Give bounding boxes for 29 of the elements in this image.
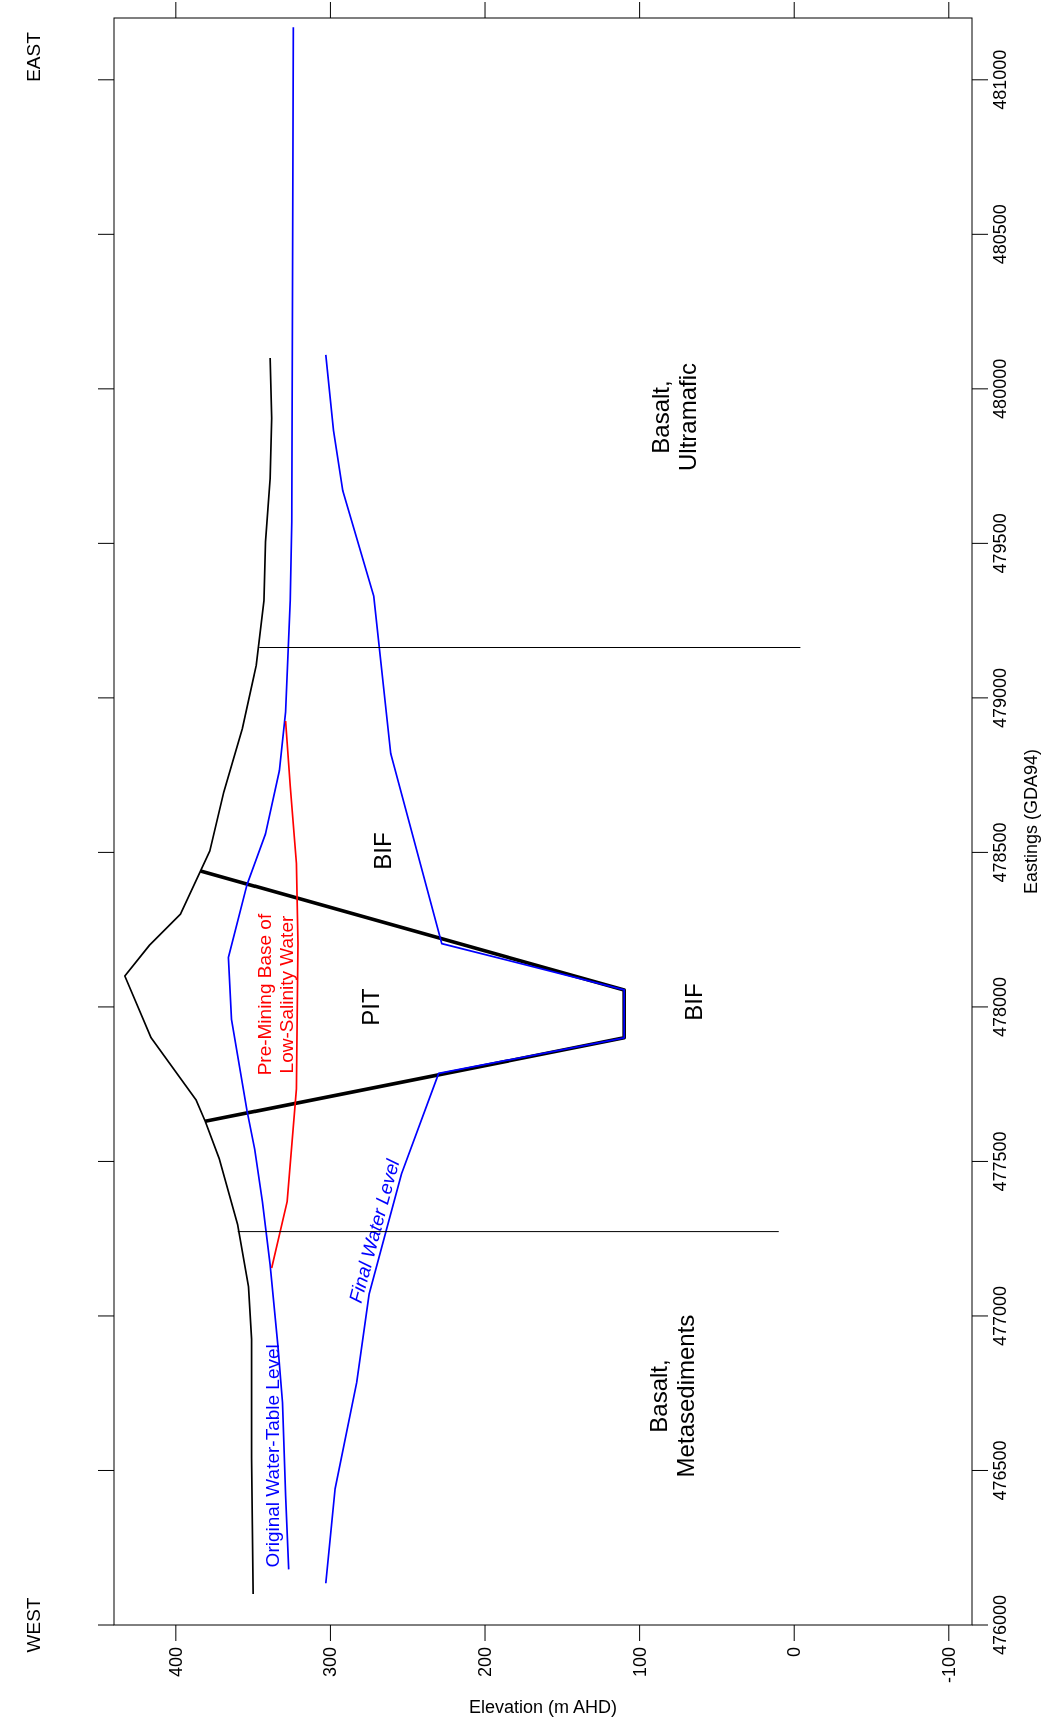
text: Final Water Level <box>344 1156 404 1306</box>
y-tick-label: 480000 <box>990 358 1010 419</box>
annotation: PIT <box>357 988 384 1026</box>
x-axis-title: Elevation (m AHD) <box>468 1697 618 1717</box>
y-tick-label: 481000 <box>990 49 1010 110</box>
x-tick-label: 200 <box>475 1647 496 1678</box>
y-tick-label: 477000 <box>990 1285 1010 1346</box>
annotation: BIF <box>680 983 707 1021</box>
x-tick-label: -100 <box>938 1647 959 1684</box>
y-tick-label: 476000 <box>990 1594 1010 1656</box>
x-tick-label: 0 <box>784 1647 805 1658</box>
x-tick-label: 300 <box>320 1647 341 1678</box>
annotation: BIF <box>369 832 396 870</box>
text: Original Water-Table Level <box>261 1344 283 1568</box>
y-tick-label: 480500 <box>990 204 1010 265</box>
y-tick-label: 476500 <box>990 1440 1010 1501</box>
y-tick-label: 478500 <box>990 822 1010 883</box>
y-tick-label: 477500 <box>990 1131 1010 1192</box>
text: EAST <box>23 31 44 82</box>
y-tick-label: 479000 <box>990 667 1010 728</box>
annotation: Basalt, Metasediments <box>644 1314 699 1478</box>
text: WEST <box>23 1597 44 1653</box>
x-tick-label: 100 <box>629 1647 650 1678</box>
y-tick-label: 478000 <box>990 976 1010 1037</box>
annotation: Basalt, Ultramafic <box>646 362 701 472</box>
y-axis-title: Eastings (GDA94) <box>1021 748 1041 895</box>
text: Pre-Mining Base of Low-Salinity Water <box>254 913 298 1076</box>
x-tick-label: 400 <box>165 1647 186 1678</box>
y-tick-label: 479500 <box>990 513 1010 574</box>
